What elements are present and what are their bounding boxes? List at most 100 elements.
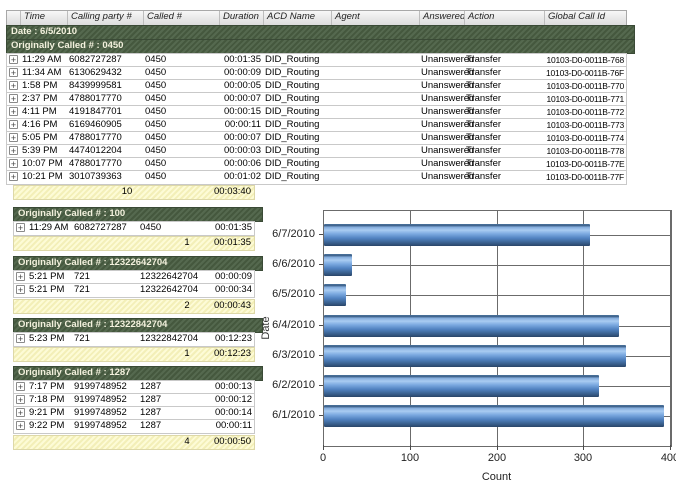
cell: Unanswered: [421, 67, 475, 78]
expand-icon[interactable]: +: [9, 107, 18, 117]
expand-icon[interactable]: +: [9, 146, 18, 156]
column-header-agent[interactable]: Agent: [331, 11, 419, 25]
expand-icon[interactable]: +: [9, 133, 18, 143]
y-axis-tick: [319, 325, 323, 326]
cell: 5:05 PM: [22, 132, 58, 143]
cell: 7:17 PM: [29, 381, 65, 392]
cell: 4191847701: [69, 106, 122, 117]
cell: 00:12:23: [215, 333, 252, 344]
cell: DID_Routing: [265, 158, 320, 169]
expand-icon[interactable]: +: [9, 94, 18, 104]
column-header-time[interactable]: Time: [20, 11, 67, 25]
cell: Transfer: [466, 54, 502, 65]
x-tick-label: 0: [319, 452, 327, 464]
table-row: +10:21 PM 3010739363 0450 00:01:02 DID_Routi…: [6, 170, 627, 185]
cell: 0450: [145, 158, 167, 169]
cell: Unanswered: [421, 106, 475, 117]
expand-icon[interactable]: +: [9, 68, 18, 78]
cell: 10103-D0-0011B-77E: [546, 159, 625, 169]
expand-icon[interactable]: +: [9, 55, 18, 65]
cell: 9199748952: [74, 394, 127, 405]
chart-bar-6-6-2010: [324, 254, 352, 276]
expand-icon[interactable]: +: [9, 172, 18, 182]
cell: 9:22 PM: [29, 420, 65, 431]
cell: 10103-D0-0011B-774: [546, 133, 624, 143]
cell: Unanswered: [421, 132, 475, 143]
cell: 7:18 PM: [29, 394, 65, 405]
group-header: Originally Called # : 100: [13, 207, 263, 222]
y-axis-tick: [319, 264, 323, 265]
chart-bar-6-4-2010: [324, 315, 619, 337]
cell: 0450: [145, 171, 167, 182]
cell: 9199748952: [74, 420, 127, 431]
y-axis-tick: [319, 415, 323, 416]
cell: 10103-D0-0011B-772: [546, 107, 624, 117]
cell: 5:39 PM: [22, 145, 58, 156]
column-header-called[interactable]: Called #: [143, 11, 219, 25]
cell: DID_Routing: [265, 93, 320, 104]
x-axis-tick: [497, 445, 498, 450]
cell: Transfer: [466, 67, 502, 78]
grid-line-horizontal: [324, 265, 671, 266]
summary-total: 00:12:23: [214, 348, 251, 359]
y-tick-label: 6/6/2010: [272, 258, 315, 270]
cell: 10103-D0-0011B-77F: [546, 172, 624, 182]
expand-icon[interactable]: +: [16, 382, 25, 392]
expand-icon[interactable]: +: [16, 285, 25, 295]
cell: 00:00:09: [215, 271, 252, 282]
cell: 2:37 PM: [22, 93, 58, 104]
y-tick-label: 6/4/2010: [272, 319, 315, 331]
cell: 6082727287: [74, 222, 127, 233]
y-tick-label: 6/5/2010: [272, 288, 315, 300]
grid-header-icon-cell: [7, 11, 20, 25]
column-header-answered[interactable]: Answered: [419, 11, 464, 25]
cell: 10:21 PM: [22, 171, 63, 182]
cell: Transfer: [466, 106, 502, 117]
expand-icon[interactable]: +: [16, 395, 25, 405]
cell: 00:00:14: [215, 407, 252, 418]
cell: 0450: [145, 119, 167, 130]
cell: DID_Routing: [265, 80, 320, 91]
expand-icon[interactable]: +: [16, 421, 25, 431]
summary-row: 1 00:12:23: [13, 347, 255, 362]
expand-icon[interactable]: +: [9, 159, 18, 169]
cell: 1287: [140, 394, 162, 405]
cell: 6082727287: [69, 54, 122, 65]
group-header: Originally Called # : 0450: [6, 39, 635, 54]
table-row: +9:22 PM 9199748952 1287 00:00:11: [13, 419, 255, 434]
y-tick-label: 6/3/2010: [272, 349, 315, 361]
summary-count: 1: [184, 348, 190, 359]
cell: Transfer: [466, 119, 502, 130]
cell: 0450: [145, 67, 167, 78]
cell: 9199748952: [74, 381, 127, 392]
table-row: +11:29 AM 6082727287 0450 00:01:35: [13, 221, 255, 236]
date-band: Date : 6/5/2010: [6, 25, 635, 40]
cell: 0450: [145, 106, 167, 117]
summary-count: 10: [121, 186, 133, 197]
chart-bar-6-7-2010: [324, 224, 590, 246]
expand-icon[interactable]: +: [16, 272, 25, 282]
column-header-duration[interactable]: Duration: [219, 11, 263, 25]
cell: 00:01:02: [224, 171, 261, 182]
cell: DID_Routing: [265, 54, 320, 65]
expand-icon[interactable]: +: [9, 120, 18, 130]
expand-icon[interactable]: +: [16, 223, 25, 233]
expand-icon[interactable]: +: [9, 81, 18, 91]
expand-icon[interactable]: +: [16, 408, 25, 418]
column-header-global-call-id[interactable]: Global Call Id: [544, 11, 626, 25]
cell: 12322642704: [140, 271, 199, 282]
cell: 1287: [140, 420, 162, 431]
cell: 4:16 PM: [22, 119, 58, 130]
column-header-action[interactable]: Action: [464, 11, 544, 25]
cell: 10103-D0-0011B-770: [546, 81, 624, 91]
cell: 00:00:15: [224, 106, 261, 117]
column-header-acd-name[interactable]: ACD Name: [263, 11, 331, 25]
cell: 4788017770: [69, 158, 122, 169]
grid-line-horizontal: [324, 295, 671, 296]
expand-icon[interactable]: +: [16, 334, 25, 344]
group-header: Originally Called # : 12322642704: [13, 256, 263, 271]
cell: DID_Routing: [265, 106, 320, 117]
chart-plot-area: [323, 210, 672, 447]
column-header-calling-party[interactable]: Calling party #: [67, 11, 143, 25]
